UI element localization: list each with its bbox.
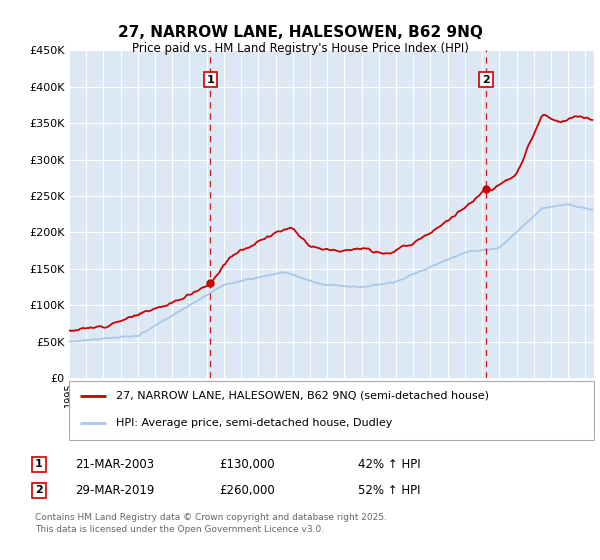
Point — [206, 279, 215, 288]
Text: 27, NARROW LANE, HALESOWEN, B62 9NQ (semi-detached house): 27, NARROW LANE, HALESOWEN, B62 9NQ (sem… — [116, 390, 489, 400]
Point — [481, 185, 491, 194]
Text: Contains HM Land Registry data © Crown copyright and database right 2025.
This d: Contains HM Land Registry data © Crown c… — [35, 512, 387, 534]
Text: 1: 1 — [35, 459, 43, 469]
Text: 52% ↑ HPI: 52% ↑ HPI — [358, 484, 420, 497]
Text: 42% ↑ HPI: 42% ↑ HPI — [358, 458, 420, 471]
FancyBboxPatch shape — [69, 381, 594, 440]
Text: £130,000: £130,000 — [220, 458, 275, 471]
Text: 2: 2 — [35, 486, 43, 496]
Text: 21-MAR-2003: 21-MAR-2003 — [76, 458, 154, 471]
Text: 1: 1 — [206, 74, 214, 85]
Text: £260,000: £260,000 — [220, 484, 275, 497]
Text: 27, NARROW LANE, HALESOWEN, B62 9NQ: 27, NARROW LANE, HALESOWEN, B62 9NQ — [118, 25, 482, 40]
Text: 29-MAR-2019: 29-MAR-2019 — [76, 484, 155, 497]
Text: HPI: Average price, semi-detached house, Dudley: HPI: Average price, semi-detached house,… — [116, 418, 392, 428]
Text: Price paid vs. HM Land Registry's House Price Index (HPI): Price paid vs. HM Land Registry's House … — [131, 42, 469, 55]
Text: 2: 2 — [482, 74, 490, 85]
